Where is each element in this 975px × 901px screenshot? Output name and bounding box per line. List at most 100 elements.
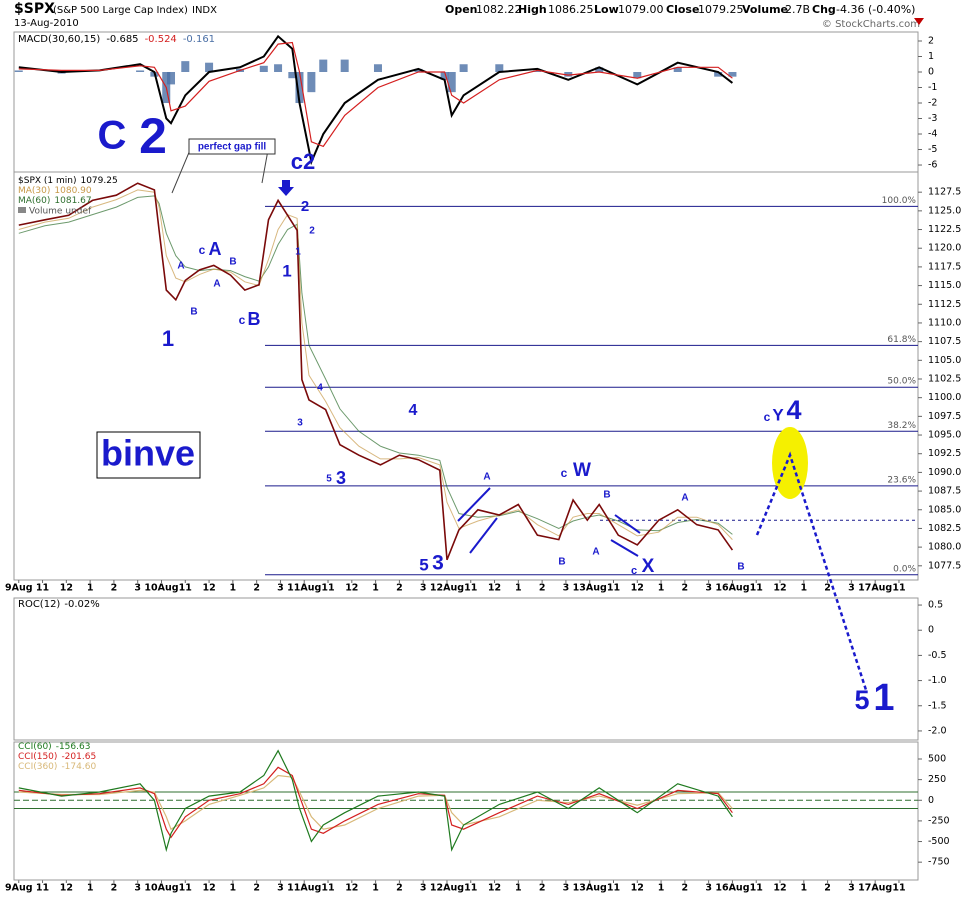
x-tick-label: 11: [464, 583, 477, 594]
x-tick-label: 12: [202, 883, 215, 894]
y-tick-label: 1122.5: [928, 224, 961, 235]
y-tick-label: 1100.0: [928, 392, 961, 403]
x-tick-label: 13Aug: [573, 883, 607, 894]
y-tick-label: 1110.0: [928, 317, 961, 328]
x-tick-label: 2: [111, 583, 118, 594]
x-tick-label: 1: [515, 583, 522, 594]
x-tick-label: 2: [253, 583, 260, 594]
y-tick-label: 1127.5: [928, 187, 961, 198]
legend-name: MA(60): [18, 196, 50, 206]
x-tick-label: 1: [800, 583, 807, 594]
x-tick-label: 11: [892, 583, 905, 594]
wave-label: Y: [772, 405, 784, 424]
x-tick-label: 11: [750, 583, 763, 594]
histogram-bar: [340, 59, 349, 72]
legend-name: $SPX (1 min): [18, 176, 76, 186]
x-tick-label: 11: [607, 583, 620, 594]
y-tick-label: 0: [928, 625, 934, 636]
wave-label: c: [199, 243, 206, 257]
wedge-line: [457, 487, 491, 522]
y-tick-label: -2: [928, 98, 937, 109]
histogram-bar: [447, 72, 456, 93]
x-tick-label: 11: [607, 883, 620, 894]
y-tick-label: 1125.0: [928, 205, 961, 216]
panel-frame: [13, 741, 919, 881]
projection-path: [755, 451, 868, 691]
histogram-bar: [14, 70, 23, 72]
wedge-line: [614, 514, 641, 534]
menu-arrow[interactable]: [914, 18, 924, 25]
x-tick-label: 3: [134, 583, 141, 594]
legend-value: -201.65: [61, 752, 96, 762]
x-tick-label: 11: [36, 883, 49, 894]
y-tick-label: 1: [928, 51, 934, 62]
wave-label: c2: [291, 149, 315, 174]
x-tick-label: 3: [420, 883, 427, 894]
x-tick-label: 2: [539, 583, 546, 594]
x-tick-label: 3: [277, 883, 284, 894]
x-tick-label: 16Aug: [715, 883, 749, 894]
fib-label: 50.0%: [887, 377, 916, 387]
legend-value: -0.524: [145, 34, 177, 45]
y-tick-label: 1115.0: [928, 280, 961, 291]
histogram-bar: [673, 67, 682, 72]
wave-label: A: [177, 261, 184, 272]
legend-name: CCI(150): [18, 752, 57, 762]
wave-label: 2: [301, 198, 309, 215]
quote-value: 1086.25: [548, 3, 594, 16]
wave-label: c: [561, 466, 568, 480]
x-tick-label: 2: [253, 883, 260, 894]
y-tick-label: 0.5: [928, 600, 943, 611]
x-tick-label: 13Aug: [573, 583, 607, 594]
x-tick-label: 2: [539, 883, 546, 894]
x-tick-label: 1: [87, 883, 94, 894]
legend-value: 1081.67: [54, 196, 91, 206]
x-tick-label: 12: [60, 583, 73, 594]
wave-label: 3: [432, 552, 444, 575]
legend: MA(30) 1080.90: [18, 186, 92, 196]
histogram-bar: [533, 70, 542, 72]
x-tick-label: 10Aug: [144, 883, 178, 894]
wave-label: 4: [317, 383, 323, 394]
y-tick-label: 1092.5: [928, 448, 961, 459]
x-tick-label: 3: [848, 583, 855, 594]
histogram-bar: [319, 59, 328, 72]
histogram-bar: [259, 65, 268, 72]
fib-label: 38.2%: [887, 421, 916, 431]
histogram-bar: [205, 62, 214, 72]
x-tick-label: 2: [396, 583, 403, 594]
y-tick-label: 1105.0: [928, 355, 961, 366]
fib-label: 100.0%: [882, 196, 917, 206]
y-tick-label: 0: [928, 67, 934, 78]
legend: $SPX (1 min) 1079.25: [18, 176, 118, 186]
x-tick-label: 1: [87, 583, 94, 594]
x-tick-label: 1: [515, 883, 522, 894]
histogram-bar: [595, 67, 604, 72]
exchange: INDX: [192, 5, 217, 16]
y-tick-label: 500: [928, 754, 946, 765]
x-tick-label: 11: [179, 583, 192, 594]
histogram-bar: [728, 72, 737, 77]
wave-label: 1: [162, 326, 174, 351]
y-tick-label: 2: [928, 35, 934, 46]
fib-label: 61.8%: [887, 335, 916, 345]
x-tick-label: 3: [848, 883, 855, 894]
x-tick-label: 10Aug: [144, 583, 178, 594]
legend-value: -0.685: [106, 34, 138, 45]
x-tick-label: 1: [658, 583, 665, 594]
histogram-bar: [295, 72, 304, 104]
histogram-bar: [167, 72, 176, 85]
cci-line: [18, 774, 733, 831]
wave-label: 4: [409, 402, 418, 419]
histogram-bar: [136, 70, 145, 72]
x-tick-label: 12Aug: [430, 583, 464, 594]
x-tick-label: 1: [230, 883, 237, 894]
y-tick-label: 1120.0: [928, 243, 961, 254]
y-tick-label: -4: [928, 129, 937, 140]
x-tick-label: 1: [658, 883, 665, 894]
y-tick-label: 1080.0: [928, 542, 961, 553]
legend-value: -156.63: [56, 742, 91, 752]
y-tick-label: 1085.0: [928, 504, 961, 515]
legend-title: ROC(12): [18, 599, 60, 610]
